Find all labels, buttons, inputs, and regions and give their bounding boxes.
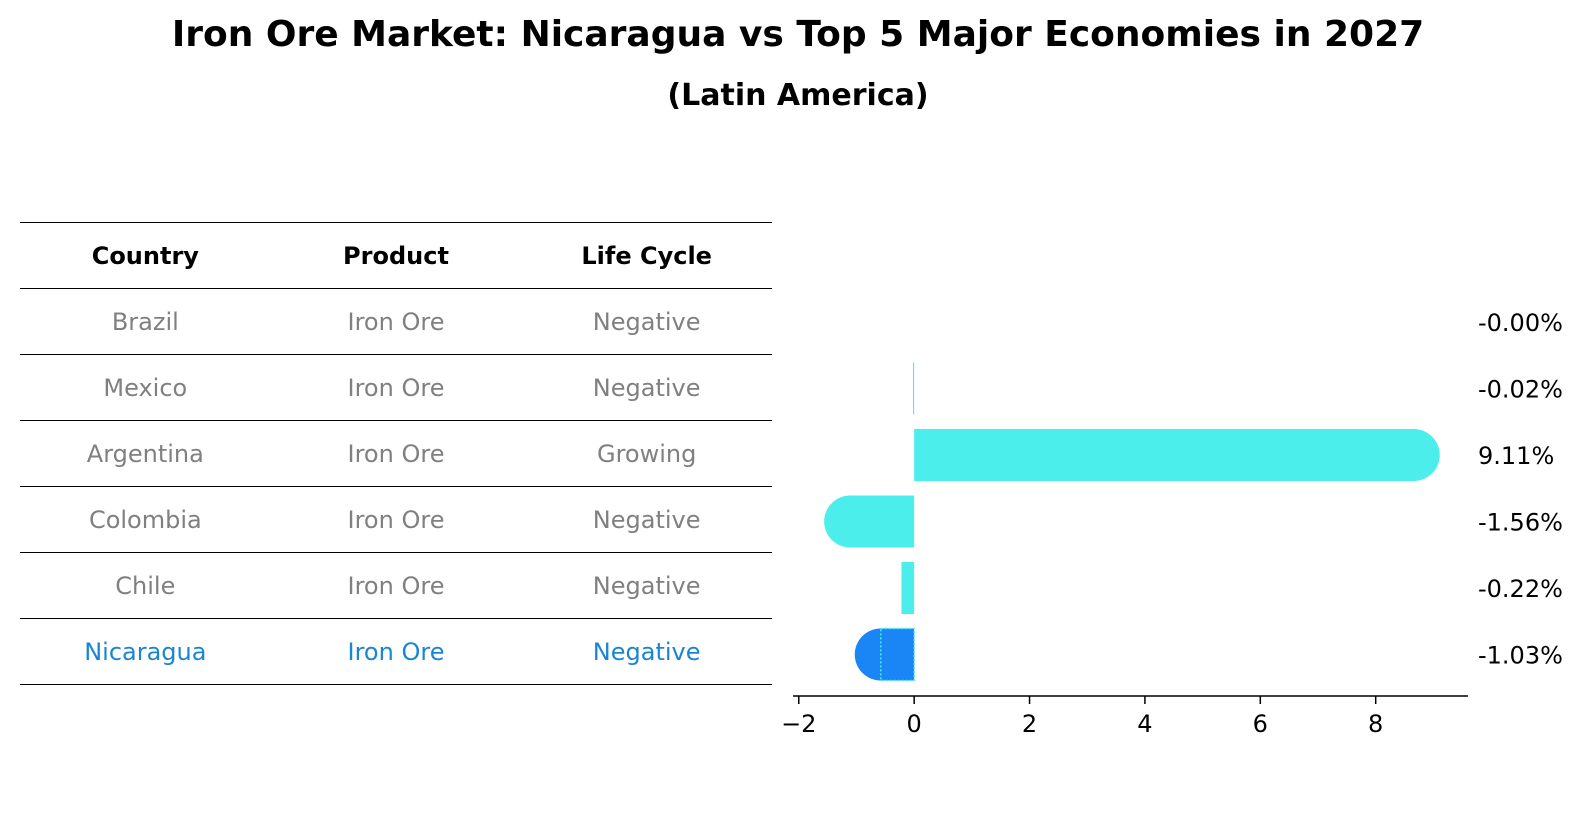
cell-country: Brazil <box>20 288 271 355</box>
cell-product: Iron Ore <box>270 354 522 421</box>
header-product: Product <box>270 222 522 289</box>
value-label-chile: -0.22% <box>1478 575 1563 603</box>
cell-country: Argentina <box>20 420 271 487</box>
table-header-row: Country Product Life Cycle <box>20 222 772 289</box>
bar-chile <box>901 562 915 614</box>
table-row: Mexico Iron Ore Negative <box>20 354 772 421</box>
table-row: Argentina Iron Ore Growing <box>20 420 772 487</box>
bar-body <box>901 562 915 614</box>
x-tick-label: 2 <box>1022 710 1037 738</box>
cell-life-cycle: Negative <box>521 288 772 355</box>
cell-life-cycle: Growing <box>521 420 772 487</box>
header-life-cycle: Life Cycle <box>521 222 772 289</box>
cell-country: Mexico <box>20 354 271 421</box>
bar-nicaragua <box>854 627 915 682</box>
x-tick-label: 6 <box>1253 710 1268 738</box>
x-tick-label: −2 <box>781 710 816 738</box>
bar-body <box>913 362 915 415</box>
value-label-mexico: -0.02% <box>1478 376 1563 404</box>
data-table: Country Product Life Cycle Brazil Iron O… <box>20 222 772 685</box>
x-tick-label: 8 <box>1368 710 1383 738</box>
value-label-colombia: -1.56% <box>1478 509 1563 537</box>
cell-product: Iron Ore <box>270 618 522 685</box>
chart-title: Iron Ore Market: Nicaragua vs Top 5 Majo… <box>171 14 1425 55</box>
x-tick-label: 4 <box>1137 710 1152 738</box>
table-row: Chile Iron Ore Negative <box>20 552 772 619</box>
cell-product: Iron Ore <box>270 486 522 553</box>
cell-country: Nicaragua <box>20 618 271 685</box>
header-country: Country <box>20 222 271 289</box>
cell-product: Iron Ore <box>270 420 522 487</box>
table-row-highlight: Nicaragua Iron Ore Negative <box>20 618 772 685</box>
bar-cap <box>824 495 877 548</box>
cell-life-cycle: Negative <box>521 354 772 421</box>
value-label-argentina: 9.11% <box>1478 442 1554 470</box>
cell-country: Chile <box>20 552 271 619</box>
cell-product: Iron Ore <box>270 552 522 619</box>
cell-life-cycle: Negative <box>521 552 772 619</box>
cell-product: Iron Ore <box>270 288 522 355</box>
cell-life-cycle: Negative <box>521 486 772 553</box>
bar-mexico <box>913 362 915 415</box>
bar-argentina <box>914 429 1440 481</box>
value-label-brazil: -0.00% <box>1478 309 1563 337</box>
x-tick-label: 0 <box>907 710 922 738</box>
chart-subtitle: (Latin America) <box>667 78 929 113</box>
bar-cap <box>1387 429 1440 481</box>
cell-country: Colombia <box>20 486 271 553</box>
value-label-nicaragua: -1.03% <box>1478 642 1563 670</box>
cell-life-cycle: Negative <box>521 618 772 685</box>
table-row: Colombia Iron Ore Negative <box>20 486 772 553</box>
bar-colombia <box>824 495 915 548</box>
bar-body <box>914 429 1414 481</box>
table-row: Brazil Iron Ore Negative <box>20 288 772 355</box>
bar-highlight-outline <box>879 627 915 682</box>
